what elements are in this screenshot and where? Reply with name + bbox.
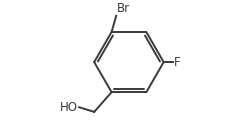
Text: F: F (174, 56, 181, 69)
Text: HO: HO (60, 101, 78, 114)
Text: Br: Br (117, 2, 131, 15)
